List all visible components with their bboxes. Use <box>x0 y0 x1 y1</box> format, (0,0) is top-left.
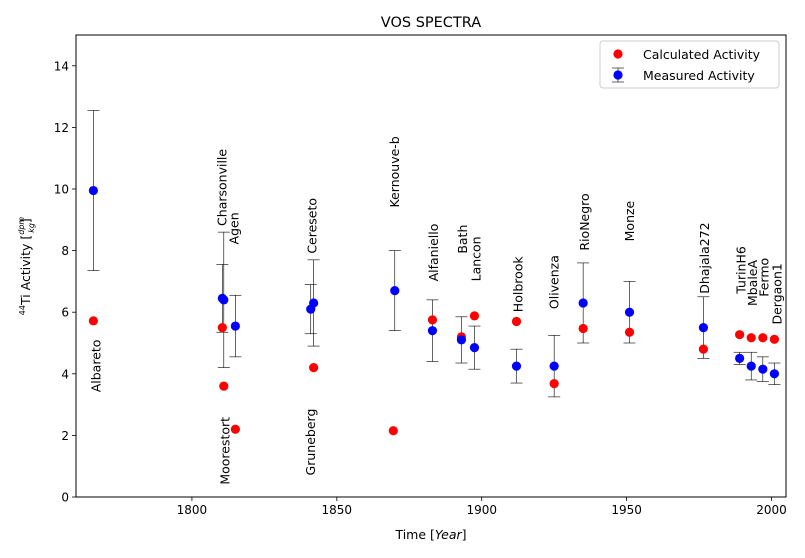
measured-point <box>758 364 768 374</box>
annotation-label: Gruneberg <box>303 409 318 476</box>
calculated-point <box>578 323 588 334</box>
annotation-label: RioNegro <box>577 193 592 250</box>
y-axis-label-suffix: ] <box>18 218 33 223</box>
calculated-point <box>427 315 438 325</box>
measured-point <box>578 298 588 308</box>
measured-point <box>698 323 709 333</box>
y-tick-label: 8 <box>61 244 69 258</box>
annotation-label: Monze <box>622 200 637 241</box>
calculated-point <box>698 344 709 354</box>
measured-point <box>456 335 467 345</box>
annotation-label: MbaleA <box>745 259 760 306</box>
legend-marker-calculated <box>613 49 623 59</box>
y-axis-label-unit-denominator: kg <box>27 223 36 233</box>
x-tick-label: 1950 <box>611 503 642 517</box>
plot-frame <box>75 34 787 498</box>
measured-point <box>309 298 319 308</box>
x-tick-label: 2000 <box>756 503 787 517</box>
legend-marker-measured <box>613 70 623 80</box>
measured-point <box>88 185 98 196</box>
y-axis-label-superscript: 44 <box>18 305 27 315</box>
annotation-label: Holbrook <box>510 256 525 313</box>
measured-point <box>230 321 240 331</box>
measured-point <box>769 369 780 379</box>
calculated-point <box>230 424 240 434</box>
measured-point <box>427 326 438 336</box>
legend: Calculated Activity Measured Activity <box>599 40 780 89</box>
y-tick-label: 10 <box>54 183 69 197</box>
x-axis-label-prefix: Time [ <box>394 527 434 542</box>
y-axis-label-unit-numerator: dpm <box>17 217 26 235</box>
calculated-point <box>309 363 319 373</box>
y-axis-label-text: Ti Activity [ <box>18 235 33 306</box>
y-tick-label: 12 <box>54 121 69 135</box>
y-tick-label: 6 <box>61 306 69 320</box>
x-axis-label: Time [Year] <box>394 527 466 542</box>
annotation-label: Kernouve-b <box>387 136 402 207</box>
annotation-label: Dergaon1 <box>770 263 785 324</box>
calculated-point <box>549 379 559 389</box>
x-tick-label: 1850 <box>322 503 353 517</box>
measured-point <box>511 361 522 371</box>
measured-point <box>219 295 229 305</box>
annotation-label: Olivenza <box>547 255 562 309</box>
legend-box <box>599 40 780 89</box>
annotation-label: Albareto <box>89 340 104 393</box>
y-tick-label: 14 <box>54 59 69 73</box>
chart-title: VOS SPECTRA <box>381 15 481 31</box>
measured-point <box>390 286 400 296</box>
calculated-point <box>388 426 398 436</box>
annotation-label: Dhajala272 <box>697 222 712 293</box>
annotation-label: Agen <box>226 212 241 244</box>
measured-point <box>624 307 635 317</box>
annotation-label: Lancon <box>468 236 483 281</box>
measured-point <box>469 343 480 353</box>
legend-label-measured: Measured Activity <box>643 68 755 83</box>
x-axis-label-unit: Year <box>435 527 463 542</box>
calculated-point <box>469 311 480 321</box>
annotation-label: Cereseto <box>305 198 320 254</box>
x-axis-label-suffix: ] <box>462 527 467 542</box>
calculated-point <box>88 316 98 326</box>
annotation-label: TurinH6 <box>733 246 748 295</box>
measured-point <box>735 353 745 363</box>
legend-label-calculated: Calculated Activity <box>643 47 761 62</box>
svg-text:44Ti Activity [dpmkg]: 44Ti Activity [dpmkg] <box>17 217 36 316</box>
y-axis-label: 44Ti Activity [dpmkg] <box>17 217 36 316</box>
y-tick-label: 0 <box>61 491 69 505</box>
calculated-point <box>217 323 227 333</box>
calculated-point <box>746 333 756 343</box>
y-tick-label: 2 <box>61 429 69 443</box>
calculated-point <box>735 330 745 340</box>
annotation-label: Bath <box>455 225 470 254</box>
x-tick-label: 1900 <box>466 503 497 517</box>
calculated-point <box>219 381 229 391</box>
y-tick-label: 4 <box>61 367 69 381</box>
calculated-point <box>769 334 780 344</box>
calculated-point <box>624 327 635 337</box>
measured-point <box>549 361 559 371</box>
x-tick-label: 1800 <box>177 503 208 517</box>
annotation-label: Charsonville <box>215 149 230 226</box>
annotation-label: Moorestort <box>218 417 233 485</box>
annotation-label: Alfaniello <box>426 224 441 282</box>
measured-point <box>746 361 756 371</box>
annotation-label: Fermo <box>757 258 772 297</box>
calculated-point <box>758 333 768 343</box>
calculated-point <box>511 316 522 327</box>
